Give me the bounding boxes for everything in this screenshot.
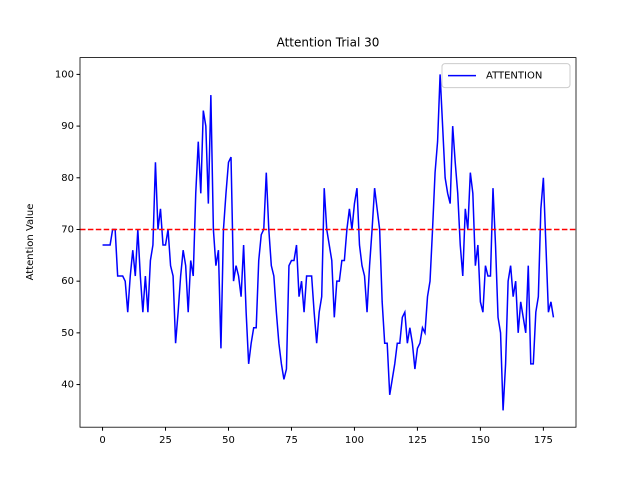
data-line	[102, 74, 555, 411]
x-tick-label: 125	[408, 435, 427, 446]
x-tick-label: 0	[99, 435, 105, 446]
y-tick-label: 90	[61, 121, 74, 132]
legend-label: ATTENTION	[486, 71, 542, 82]
axes-frame	[79, 57, 577, 428]
y-tick-label: 60	[61, 276, 74, 287]
legend-box	[441, 63, 571, 89]
x-tick-label: 75	[285, 435, 298, 446]
y-tick-label: 50	[61, 328, 74, 339]
y-tick-label: 70	[61, 224, 74, 235]
x-tick-label: 150	[471, 435, 490, 446]
y-axis-label: Attention Value	[25, 204, 36, 281]
y-tick-label: 80	[61, 173, 74, 184]
y-tick-label: 100	[55, 69, 74, 80]
x-tick-label: 175	[534, 435, 553, 446]
x-tick-label: 25	[159, 435, 172, 446]
x-tick-label: 50	[222, 435, 235, 446]
x-tick-label: 100	[345, 435, 364, 446]
y-tick-label: 40	[61, 380, 74, 391]
chart-title: Attention Trial 30	[277, 36, 380, 50]
